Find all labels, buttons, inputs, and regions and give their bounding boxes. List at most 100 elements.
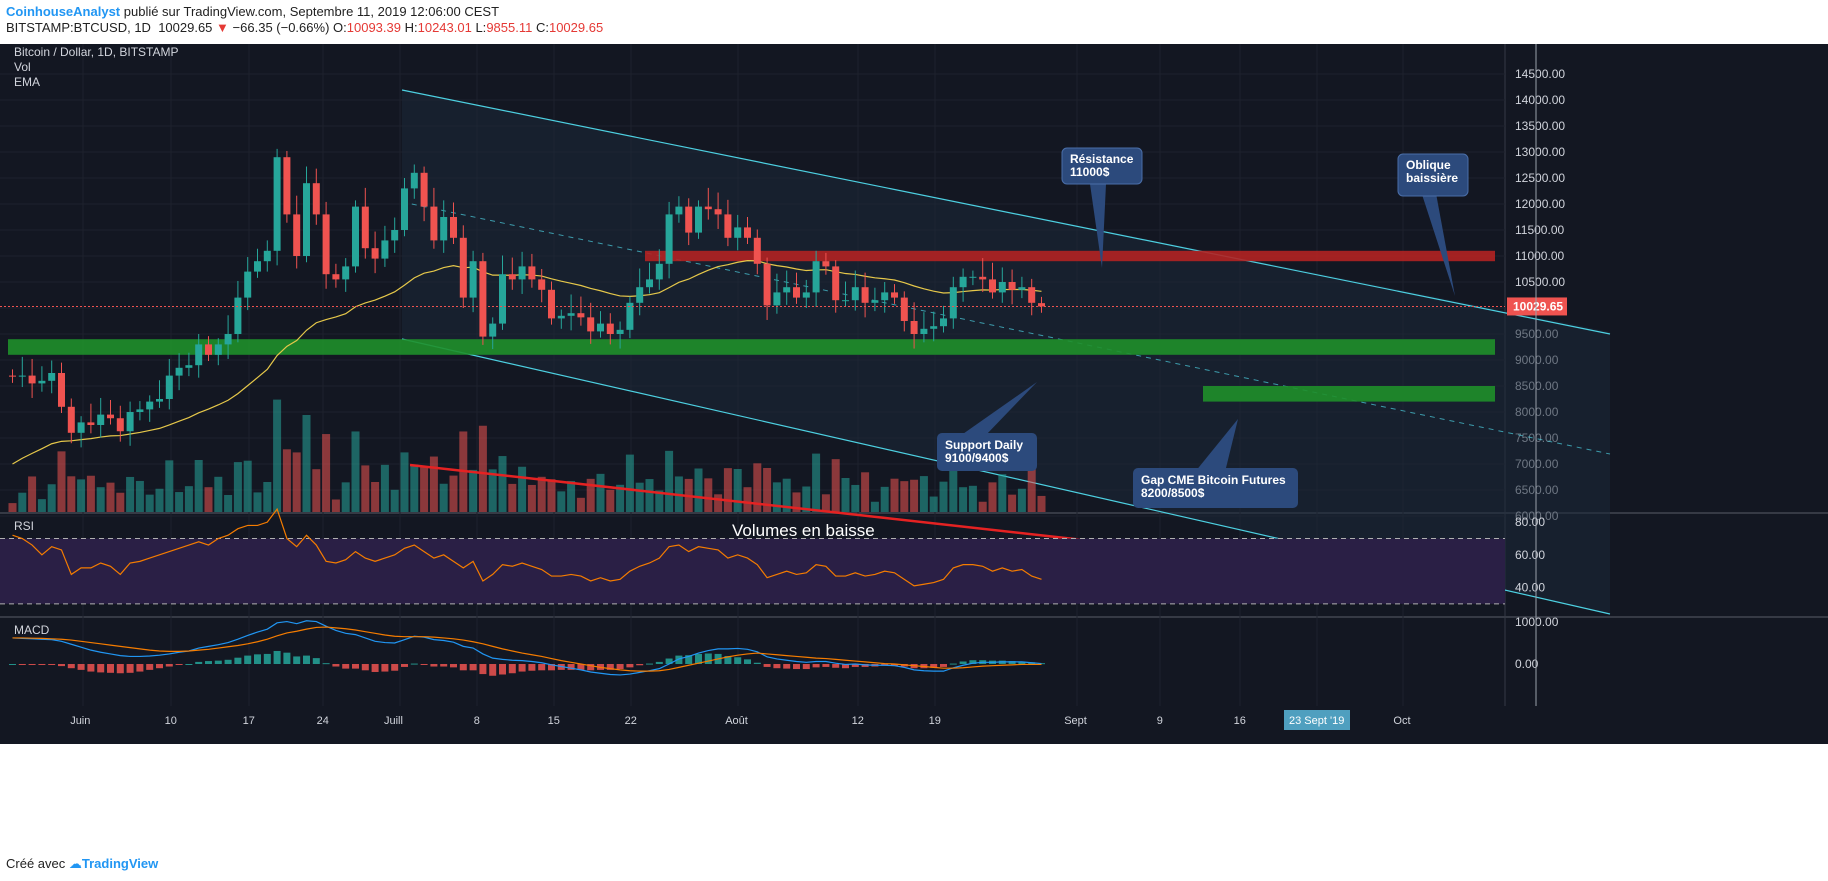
time-tick-label: 12 bbox=[852, 715, 864, 727]
volume-bar bbox=[331, 499, 340, 512]
callout-pointer bbox=[960, 382, 1037, 436]
candle-body bbox=[998, 282, 1006, 293]
volume-bar bbox=[910, 479, 919, 512]
macd-histogram-bar bbox=[18, 664, 26, 665]
macd-histogram-bar bbox=[175, 664, 183, 665]
price-tick-label: 11000.00 bbox=[1515, 249, 1564, 263]
volume-bar bbox=[929, 496, 938, 512]
macd-histogram-bar bbox=[763, 664, 771, 667]
macd-histogram-bar bbox=[861, 664, 869, 667]
macd-histogram-bar bbox=[381, 664, 389, 672]
volume-bar bbox=[420, 466, 429, 512]
support-callout bbox=[937, 382, 1037, 471]
candle-body bbox=[910, 321, 918, 334]
candle-body bbox=[508, 274, 516, 280]
candle-body bbox=[1018, 287, 1026, 290]
macd-histogram-bar bbox=[224, 659, 232, 664]
candle-body bbox=[352, 206, 359, 267]
volume-bar bbox=[273, 399, 282, 512]
macd-histogram-bar bbox=[97, 664, 105, 673]
volume-bar bbox=[635, 482, 644, 512]
macd-histogram-bar bbox=[646, 663, 653, 665]
candle-body bbox=[322, 214, 330, 275]
macd-histogram-bar bbox=[851, 664, 859, 667]
volume-bar bbox=[508, 483, 517, 512]
rsi-tick-label: 60.00 bbox=[1515, 548, 1545, 562]
time-tick-label: Juill bbox=[384, 715, 403, 727]
candle-body bbox=[861, 287, 869, 303]
volume-bar bbox=[959, 487, 968, 512]
candle-body bbox=[224, 334, 232, 345]
macd-histogram-bar bbox=[949, 663, 957, 665]
macd-histogram-bar bbox=[479, 664, 487, 675]
volume-bar bbox=[488, 469, 497, 512]
macd-histogram-bar bbox=[38, 664, 46, 665]
macd-histogram-bar bbox=[832, 664, 840, 668]
macd-histogram-bar bbox=[303, 655, 310, 664]
macd-histogram-bar bbox=[361, 664, 369, 671]
candle-body bbox=[87, 422, 95, 425]
candle-body bbox=[401, 188, 408, 230]
candle-body bbox=[695, 206, 702, 233]
volume-bar bbox=[704, 478, 713, 512]
macd-histogram-bar bbox=[459, 664, 467, 671]
macd-histogram-bar bbox=[371, 664, 379, 672]
macd-histogram-bar bbox=[802, 664, 810, 670]
time-tick-label: 8 bbox=[474, 715, 480, 727]
gap-callout bbox=[1133, 419, 1298, 508]
volume-bar bbox=[86, 475, 95, 512]
author-link[interactable]: CoinhouseAnalyst bbox=[6, 4, 121, 19]
macd-histogram-bar bbox=[146, 664, 154, 670]
volume-bar bbox=[567, 480, 576, 512]
support-label-line1: Support Daily bbox=[945, 438, 1023, 452]
volume-bar bbox=[763, 468, 772, 512]
macd-histogram-bar bbox=[1008, 661, 1016, 664]
callout-pointer bbox=[1090, 184, 1106, 268]
time-tick-label: Sept bbox=[1064, 715, 1087, 727]
candle-body bbox=[900, 297, 908, 321]
candle-body bbox=[312, 183, 320, 215]
volume-bar bbox=[116, 492, 125, 512]
macd-histogram-bar bbox=[67, 664, 75, 669]
time-tick-label: Juin bbox=[70, 715, 90, 727]
rsi-line bbox=[12, 507, 1042, 587]
macd-histogram-bar bbox=[499, 664, 506, 675]
macd-histogram-bar bbox=[283, 652, 291, 664]
volume-bar bbox=[655, 490, 664, 512]
macd-histogram-bar bbox=[156, 664, 163, 669]
volume-bar bbox=[233, 462, 242, 512]
macd-histogram-bar bbox=[538, 664, 546, 671]
volume-bar bbox=[224, 495, 233, 512]
rsi-tick-label: 80.00 bbox=[1515, 515, 1545, 529]
candle-body bbox=[38, 380, 46, 384]
candle-body bbox=[773, 292, 781, 306]
candle-body bbox=[254, 261, 261, 272]
volume-bar bbox=[880, 486, 889, 512]
cme-gap-zone bbox=[1203, 386, 1495, 402]
candle-body bbox=[28, 375, 36, 384]
macd-histogram-bar bbox=[1018, 661, 1026, 664]
volume-bar bbox=[351, 431, 360, 512]
footer-made-with: Créé avec bbox=[6, 856, 66, 871]
candle-body bbox=[851, 287, 859, 301]
macd-histogram-bar bbox=[616, 664, 624, 670]
volume-bar bbox=[625, 454, 634, 512]
volume-bar bbox=[57, 451, 66, 512]
volume-bar bbox=[792, 492, 801, 512]
volume-bar bbox=[723, 468, 732, 512]
time-tick-label: 17 bbox=[243, 715, 255, 727]
footer-brand[interactable]: TradingView bbox=[81, 856, 159, 871]
price-tick-label: 13500.00 bbox=[1515, 119, 1565, 133]
candle-body bbox=[587, 317, 595, 332]
candle-body bbox=[156, 399, 163, 402]
volume-bar bbox=[302, 415, 311, 512]
macd-histogram-bar bbox=[58, 664, 65, 667]
chart-canvas[interactable]: 14500.00 14000.00 13500.00 13000.00 12500.00… bbox=[0, 44, 1828, 850]
volume-bar bbox=[802, 486, 811, 512]
candle-body bbox=[58, 373, 65, 407]
published-text: publié sur TradingView.com, Septembre 11… bbox=[123, 4, 500, 19]
candle-body bbox=[567, 313, 575, 316]
macd-histogram-bar bbox=[1038, 663, 1045, 665]
candle-body bbox=[989, 279, 996, 293]
volume-bar bbox=[204, 487, 213, 512]
